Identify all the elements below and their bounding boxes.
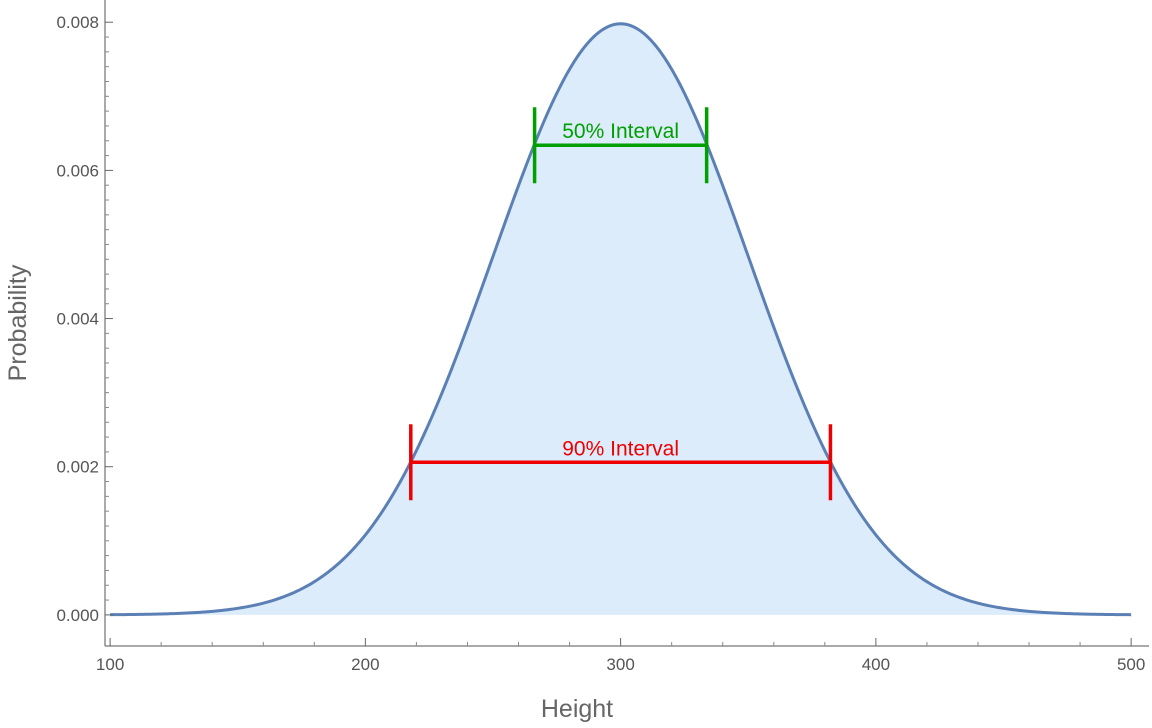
x-tick-label: 500 — [1117, 655, 1145, 674]
density-fill — [110, 23, 1132, 615]
x-tick-labels: 100 200 300 400 500 — [96, 655, 1145, 674]
y-axis-title: Probability — [4, 264, 32, 381]
interval-label: 90% Interval — [562, 437, 679, 460]
x-tick-label: 200 — [351, 655, 379, 674]
y-tick-label: 0.006 — [56, 161, 99, 180]
tick-marks — [105, 21, 1132, 646]
x-tick-label: 400 — [862, 655, 890, 674]
interval-marker: 50% Interval — [532, 107, 709, 184]
plot-area — [110, 22, 1132, 617]
y-tick-label: 0.000 — [56, 606, 99, 625]
x-tick-label: 100 — [96, 655, 124, 674]
y-tick-label: 0.002 — [56, 458, 99, 477]
y-tick-label: 0.004 — [56, 310, 99, 329]
axes — [104, 0, 1149, 647]
x-tick-label: 300 — [606, 655, 634, 674]
interval-markers: 50% Interval 90% Interval — [409, 107, 833, 501]
interval-label: 50% Interval — [562, 120, 679, 143]
y-tick-label: 0.008 — [56, 13, 99, 32]
x-axis-title: Height — [541, 695, 613, 723]
y-tick-labels: 0.000 0.002 0.004 0.006 0.008 — [56, 13, 99, 625]
interval-marker: 90% Interval — [409, 424, 833, 501]
density-line — [110, 22, 1132, 617]
